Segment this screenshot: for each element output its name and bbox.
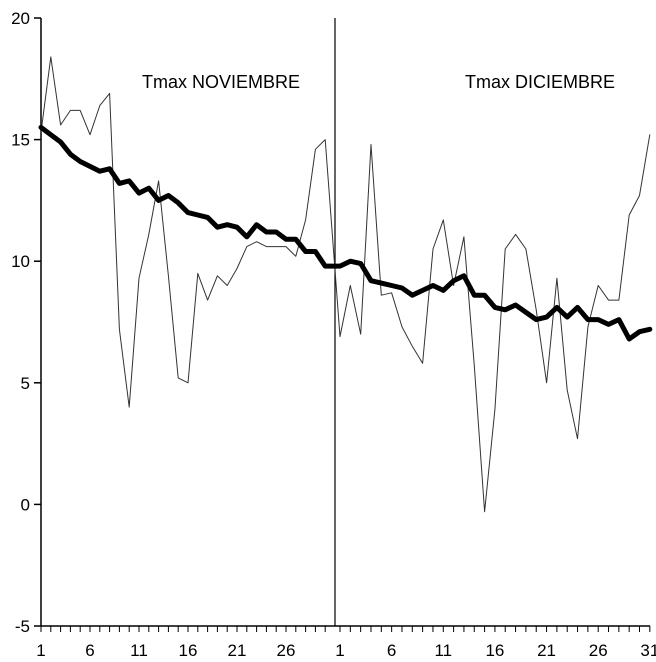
x-tick-label: 26 (589, 641, 608, 660)
y-tick-label: -5 (15, 617, 30, 636)
y-tick-label: 0 (21, 495, 30, 514)
x-tick-label: 6 (85, 641, 94, 660)
x-tick-label: 21 (537, 641, 556, 660)
series-line-thick (38, 124, 653, 342)
series-line-thin (40, 56, 651, 513)
y-tick-label: 15 (11, 131, 30, 150)
y-tick-label: 10 (11, 252, 30, 271)
y-tick-label: 20 (11, 9, 30, 28)
x-tick-label: 31 (640, 641, 656, 660)
x-tick-label: 16 (179, 641, 198, 660)
x-tick-label: 6 (387, 641, 396, 660)
x-tick-label: 16 (485, 641, 504, 660)
panel-title-diciembre: Tmax DICIEMBRE (465, 72, 615, 92)
x-tick-label: 11 (434, 641, 452, 660)
x-tick-label: 1 (335, 641, 344, 660)
panel-title-noviembre: Tmax NOVIEMBRE (142, 72, 300, 92)
x-tick-label: 11 (130, 641, 148, 660)
x-tick-label: 21 (228, 641, 247, 660)
x-tick-label: 1 (36, 641, 45, 660)
y-tick-label: 5 (21, 374, 30, 393)
x-tick-label: 26 (277, 641, 296, 660)
